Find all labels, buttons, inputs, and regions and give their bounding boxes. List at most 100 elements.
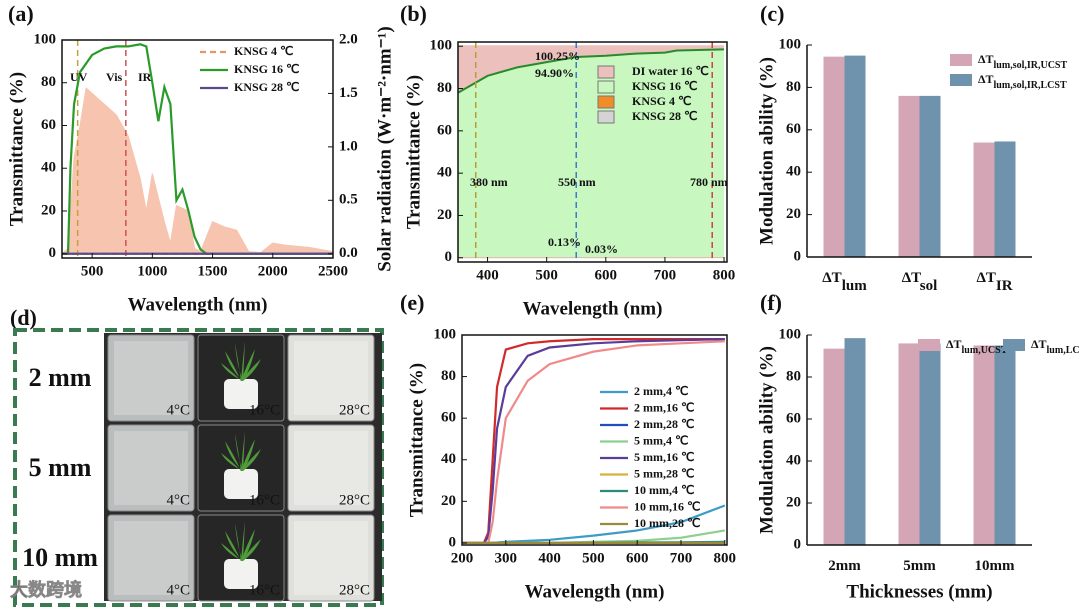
label-text: ΔT	[978, 52, 994, 66]
pot	[224, 469, 258, 499]
plot-frame	[461, 334, 728, 546]
legend-label: 2 mm,16 ℃	[634, 400, 694, 414]
y-axis-label: Modulation ability (%)	[756, 57, 777, 245]
leaf	[241, 341, 245, 381]
row-label: 10 mm	[22, 543, 98, 572]
label-text: 2mm	[828, 558, 861, 574]
x-axis-label: Wavelength (nm)	[128, 294, 268, 315]
leaf	[241, 539, 261, 561]
legend-swatch	[597, 110, 615, 124]
y-tick-label: 100	[779, 326, 802, 342]
y-tick-label: 40	[786, 452, 801, 468]
y-tick-label: 60	[786, 410, 801, 426]
leaf	[225, 351, 243, 381]
panel-label: (a)	[8, 1, 34, 26]
y-tick-label: 80	[441, 368, 456, 384]
x-tick-label: 400	[476, 267, 499, 283]
legend-label: 10 mm,16 ℃	[634, 499, 700, 513]
y2-axis-label: Solar radiation (W·m⁻²·nm⁻¹)	[374, 26, 395, 271]
leaf	[241, 359, 261, 381]
legend-label: ΔTlum,UCST	[946, 337, 1008, 356]
label-text: ΔT	[946, 337, 962, 351]
x-axis-label: Thicknesses (mm)	[846, 581, 992, 602]
legend-label: 10 mm,4 ℃	[634, 483, 694, 497]
leaf	[241, 431, 245, 471]
label-text: 10 mm,16 ℃	[634, 499, 700, 513]
sample-shade	[114, 521, 188, 595]
label-text: KNSG 16 ℃	[234, 62, 299, 76]
label-text: 5 mm,16 ℃	[634, 450, 694, 464]
y-tick-label: 100	[34, 31, 57, 47]
y-tick-label: 0	[49, 245, 57, 261]
bar	[919, 95, 941, 257]
temperature-label: 16°C	[249, 582, 280, 598]
label-text: 5mm	[903, 558, 936, 574]
temperature-label: 16°C	[249, 402, 280, 418]
legend-label: KNSG 28 ℃	[234, 80, 299, 94]
y-tick-label: 0	[449, 534, 457, 550]
legend-swatch	[918, 339, 940, 351]
legend-swatch	[597, 80, 615, 94]
label-text: ΔT	[1031, 337, 1047, 351]
legend-label: 5 mm,16 ℃	[634, 450, 694, 464]
legend-label: KNSG 16 ℃	[234, 62, 299, 76]
y-tick-label: 20	[786, 494, 801, 510]
label-text: 10mm	[975, 558, 1015, 574]
y2-tick-label: 0.0	[339, 245, 358, 261]
annotation: 380 nm	[470, 175, 508, 189]
panel-label: (f)	[760, 290, 782, 315]
legend-label: ΔTlum,sol,IR,LCST	[978, 72, 1067, 91]
x-axis-label: Wavelength (nm)	[525, 581, 665, 602]
annotation: 0.03%	[585, 242, 618, 256]
legend-label: ΔTlum,LCST	[1031, 337, 1080, 356]
label-text: 5 mm,4 ℃	[634, 433, 688, 447]
sample-shade	[114, 341, 188, 415]
y-tick-label: 60	[786, 121, 801, 137]
legend-label: 10 mm,28 ℃	[634, 516, 700, 530]
y-tick-label: 20	[786, 206, 801, 222]
leaf	[241, 529, 255, 561]
legend-label: KNSG 4 ℃	[234, 44, 293, 58]
x-tick-label: ΔTlum	[822, 270, 867, 294]
label-text: 2 mm,28 ℃	[634, 417, 694, 431]
sample-shade	[294, 341, 368, 415]
annotation: IR	[138, 70, 152, 84]
annotation: 94.90%	[535, 66, 574, 80]
leaf	[225, 531, 243, 561]
sample-shade	[114, 431, 188, 505]
y-tick-label: 80	[41, 74, 56, 90]
y2-tick-label: 0.5	[339, 192, 358, 208]
temperature-label: 16°C	[249, 492, 280, 508]
y-tick-label: 20	[441, 493, 456, 509]
y-tick-label: 100	[430, 38, 453, 54]
legend-label: 2 mm,4 ℃	[634, 384, 688, 398]
leaf	[241, 349, 255, 381]
bar	[994, 345, 1016, 545]
y-axis-label: Modulation ability (%)	[756, 346, 777, 534]
subscript: sol	[920, 278, 938, 294]
label-text: 10 mm,28 ℃	[634, 516, 700, 530]
subscript: lum,UCST	[962, 345, 1008, 356]
pot	[224, 559, 258, 589]
bar	[844, 338, 866, 545]
x-tick-label: 600	[626, 550, 649, 566]
area-edge	[61, 87, 334, 255]
legend-swatch	[950, 74, 972, 86]
y-tick-label: 20	[41, 202, 56, 218]
x-tick-label: 10mm	[975, 558, 1015, 574]
bar	[973, 142, 995, 257]
x-tick-label: 1500	[198, 263, 228, 279]
bar	[823, 348, 845, 545]
y-tick-label: 80	[786, 368, 801, 384]
sample-shade	[294, 431, 368, 505]
x-tick-label: 800	[714, 550, 737, 566]
y-tick-label: 40	[41, 160, 56, 176]
y-tick-label: 40	[441, 451, 456, 467]
area-edge	[457, 48, 725, 94]
line	[462, 338, 725, 545]
legend-label: ΔTlum,sol,IR,UCST	[978, 52, 1067, 71]
x-tick-label: 500	[81, 263, 104, 279]
x-tick-label: 600	[595, 267, 618, 283]
panel-label: (e)	[400, 290, 424, 315]
annotation: 100.25%	[535, 49, 580, 63]
